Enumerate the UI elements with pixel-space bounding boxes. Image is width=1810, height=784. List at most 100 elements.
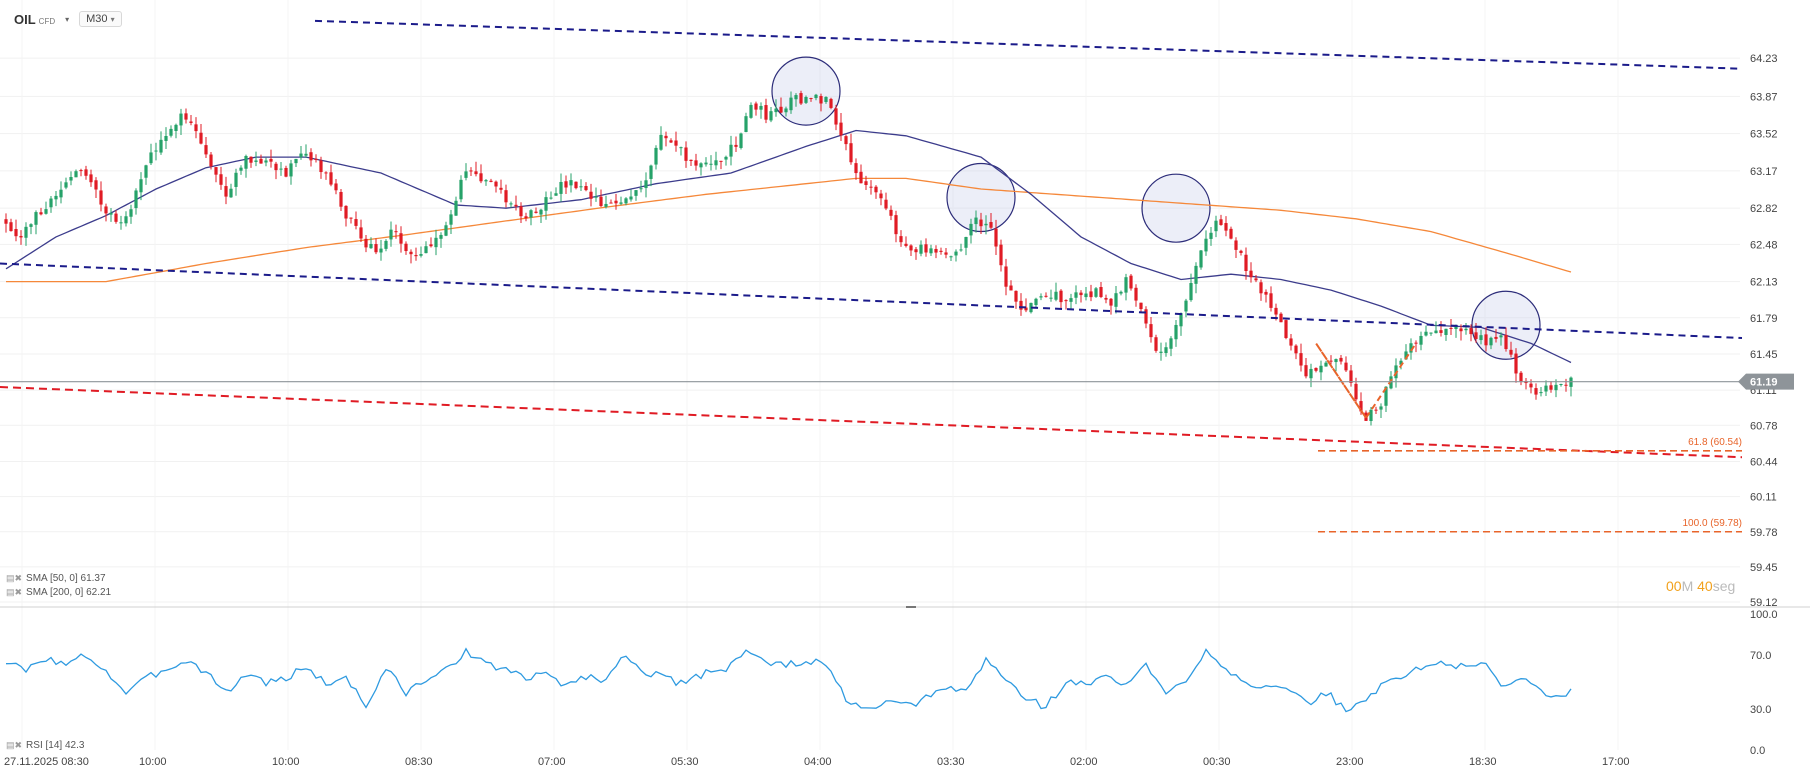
candle-body	[234, 172, 238, 187]
candle-body	[554, 193, 558, 196]
timeframe-label: M30	[86, 13, 108, 25]
candle-body	[439, 234, 443, 239]
time-tick-label: 00:30	[1203, 756, 1231, 768]
price-tick-label: 60.11	[1750, 492, 1777, 504]
countdown-minutes-unit: M	[1681, 578, 1694, 594]
candle-body	[1304, 365, 1308, 377]
candle-body	[174, 124, 178, 131]
timeframe-selector[interactable]: M30 ▾	[79, 11, 122, 27]
symbol-type: CFD	[38, 16, 56, 26]
candle-body	[659, 134, 663, 150]
candle-body	[1509, 349, 1513, 355]
candle-body	[1104, 297, 1108, 300]
candle-body	[1409, 343, 1413, 353]
candle-body	[1274, 307, 1278, 315]
candle-body	[1429, 332, 1433, 334]
candle-body	[454, 200, 458, 216]
candle-body	[484, 180, 488, 182]
candle-body	[849, 143, 853, 163]
candle-body	[904, 243, 908, 246]
candle-body	[814, 94, 818, 99]
candle-body	[714, 160, 718, 166]
sma200-legend-text: SMA [200, 0] 62.21	[26, 587, 112, 598]
candle-body	[1014, 290, 1018, 302]
candle-body	[1299, 353, 1303, 366]
symbol-selector[interactable]: OIL CFD	[14, 12, 55, 27]
candle-countdown: 00M 40seg	[1666, 578, 1735, 594]
candle-body	[699, 163, 703, 168]
candle-body	[1384, 386, 1388, 406]
candle-body	[334, 183, 338, 191]
candle-body	[1094, 288, 1098, 297]
candle-body	[769, 111, 773, 121]
candle-body	[934, 248, 938, 253]
candle-body	[819, 96, 823, 104]
time-tick-label: 23:00	[1336, 756, 1364, 768]
candle-body	[1059, 290, 1063, 303]
candle-body	[634, 190, 638, 196]
candle-body	[419, 254, 423, 256]
candle-body	[1544, 385, 1548, 392]
candle-body	[604, 203, 608, 207]
candle-body	[79, 170, 83, 172]
candle-body	[949, 256, 953, 258]
candle-body	[1219, 219, 1223, 225]
candle-body	[774, 108, 778, 113]
candle-body	[189, 121, 193, 123]
candle-body	[444, 225, 448, 236]
candle-body	[264, 160, 268, 163]
indicator-settings-icon[interactable]: ▤✖	[6, 587, 23, 597]
last-price-tag	[1738, 373, 1794, 390]
candle-body	[294, 158, 298, 164]
candle-body	[1084, 293, 1088, 298]
candle-body	[99, 190, 103, 205]
candle-body	[309, 152, 313, 161]
candle-body	[1074, 292, 1078, 298]
candle-body	[754, 103, 758, 110]
candle-body	[629, 196, 633, 200]
candle-body	[1229, 228, 1233, 239]
candle-body	[329, 172, 333, 185]
candle-body	[14, 229, 18, 237]
price-tick-label: 59.12	[1750, 597, 1778, 609]
candle-body	[1359, 401, 1363, 412]
candle-body	[719, 160, 723, 162]
candle-body	[804, 97, 808, 103]
candle-body	[1004, 266, 1008, 287]
candle-body	[339, 191, 343, 207]
time-tick-label: 08:30	[405, 756, 433, 768]
candle-body	[839, 122, 843, 136]
indicator-settings-icon[interactable]: ▤✖	[6, 573, 23, 583]
candle-body	[474, 171, 478, 175]
candle-body	[619, 202, 623, 204]
candle-body	[489, 180, 493, 182]
candle-body	[969, 223, 973, 236]
sma50-legend[interactable]: ▤✖ SMA [50, 0] 61.37	[6, 573, 106, 584]
rsi-legend[interactable]: ▤✖ RSI [14] 42.3	[6, 740, 84, 751]
time-tick-label: 02:00	[1070, 756, 1098, 768]
countdown-minutes: 00	[1666, 578, 1682, 594]
sma200-legend[interactable]: ▤✖ SMA [200, 0] 62.21	[6, 587, 111, 598]
candle-body	[684, 147, 688, 161]
candle-body	[274, 163, 278, 171]
indicator-settings-icon[interactable]: ▤✖	[6, 740, 23, 750]
candle-body	[1534, 388, 1538, 395]
candle-body	[1469, 328, 1473, 335]
candle-body	[464, 171, 468, 178]
candle-body	[1559, 383, 1563, 385]
symbol-dropdown-icon[interactable]: ▾	[65, 14, 70, 24]
candle-body	[809, 98, 813, 100]
candle-body	[74, 171, 78, 178]
candle-body	[1474, 332, 1478, 340]
candle-body	[94, 180, 98, 190]
candle-body	[1419, 335, 1423, 345]
candle-body	[1194, 265, 1198, 284]
candle-body	[1054, 291, 1058, 300]
price-tick-label: 62.82	[1750, 203, 1778, 215]
candle-body	[399, 233, 403, 244]
price-tick-label: 62.13	[1750, 277, 1778, 289]
candle-body	[1369, 409, 1373, 421]
candle-body	[389, 229, 393, 240]
